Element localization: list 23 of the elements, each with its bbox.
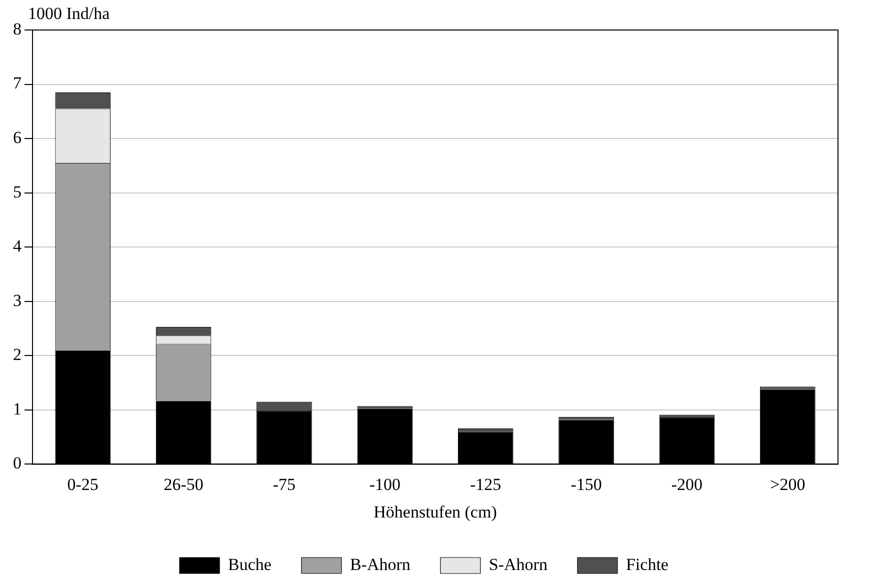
x-tick-label: -150 (570, 474, 602, 494)
x-tick-label: -125 (470, 474, 502, 494)
y-tick-label: 1 (13, 399, 22, 418)
x-tick-label: -100 (369, 474, 400, 494)
x-axis-title: Höhenstufen (cm) (374, 502, 497, 522)
x-tick-label: 26-50 (164, 474, 204, 494)
legend-label: S-Ahorn (488, 554, 548, 574)
y-tick-label: 7 (13, 74, 22, 93)
x-tick-label: >200 (770, 474, 806, 494)
legend-label: B-Ahorn (350, 554, 411, 574)
y-axis-title: 1000 Ind/ha (28, 4, 110, 24)
x-tick-label: -200 (671, 474, 703, 494)
x-tick-label: 0-25 (67, 474, 98, 494)
y-tick-label: 4 (13, 236, 22, 256)
legend-label: Fichte (626, 554, 668, 574)
y-tick-label: 8 (13, 19, 22, 38)
x-tick-label: -75 (272, 474, 296, 494)
y-tick-label: 5 (13, 182, 22, 202)
y-tick-label: 3 (13, 290, 22, 310)
y-tick-label: 0 (13, 454, 22, 473)
y-tick-label: 2 (13, 345, 22, 364)
y-tick-label: 6 (13, 128, 22, 148)
legend-label: Buche (228, 554, 272, 574)
